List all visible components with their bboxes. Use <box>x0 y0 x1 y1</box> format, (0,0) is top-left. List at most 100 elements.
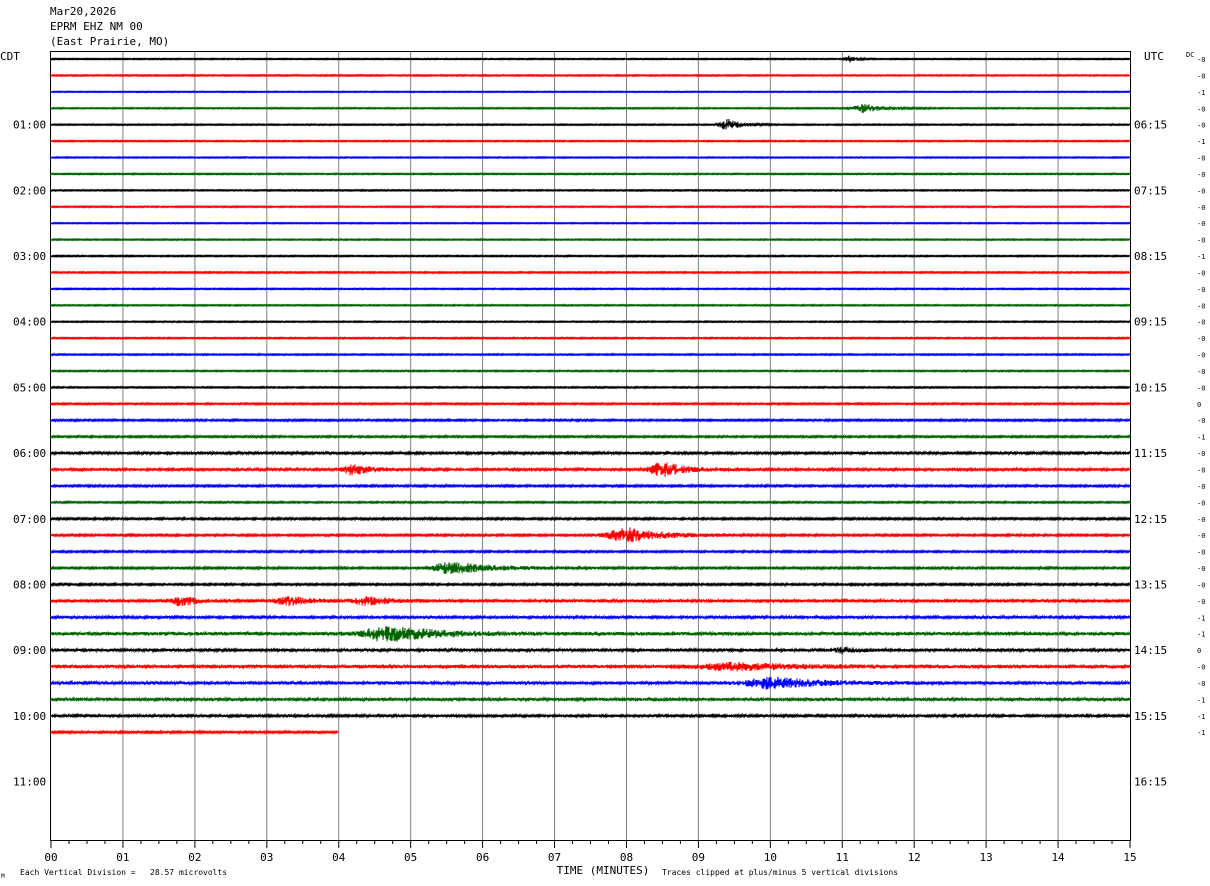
trace-4 <box>50 118 1131 130</box>
x-tick-label: 06 <box>476 851 489 864</box>
trace-22 <box>50 417 1131 424</box>
right-timezone-label: UTC <box>1144 50 1164 63</box>
dc-offset-label: -1 <box>1197 729 1205 737</box>
plot-frame <box>50 51 1131 841</box>
right-hour-label: 15:15 <box>1134 710 1167 723</box>
dc-offset-label: -0 <box>1197 664 1205 672</box>
dc-offset-labels: -0 -0 -1 -0 -0 -1 -0 -0 -0 -0 -0 -0 -1 -0 -0 -0 -0 -0 -0 -0… <box>1197 56 1205 737</box>
trace-21 <box>50 401 1131 407</box>
left-hour-label: 08:00 <box>13 578 46 591</box>
dc-offset-label: -0 <box>1197 598 1205 606</box>
clipping-note: Traces clipped at plus/minus 5 vertical … <box>662 868 898 877</box>
dc-offset-label: -0 <box>1197 269 1205 277</box>
dc-offset-label: -0 <box>1197 483 1205 491</box>
left-hour-label: 09:00 <box>13 644 46 657</box>
trace-11 <box>50 237 1131 242</box>
trace-20 <box>50 385 1131 390</box>
right-hour-label: 11:15 <box>1134 447 1167 460</box>
dc-offset-label: -0 <box>1197 187 1205 195</box>
dc-offset-label: -0 <box>1197 417 1205 425</box>
left-hour-label: 03:00 <box>13 250 46 263</box>
x-tick-label: 15 <box>1123 851 1136 864</box>
dc-offset-label: -1 <box>1197 614 1205 622</box>
dc-offset-label: -0 <box>1197 368 1205 376</box>
right-hour-label: 14:15 <box>1134 644 1167 657</box>
trace-24 <box>50 449 1131 457</box>
trace-26 <box>50 482 1131 489</box>
dc-offset-label: -1 <box>1197 434 1205 442</box>
left-hour-label: 11:00 <box>13 775 46 788</box>
dc-offset-label: -0 <box>1197 122 1205 130</box>
left-time-labels: 01:00 02:00 03:00 04:00 05:00 06:00 07:00 08:00… <box>13 119 46 789</box>
dc-offset-label: -0 <box>1197 680 1205 688</box>
trace-28 <box>50 515 1131 522</box>
dc-offset-label: 0 <box>1197 647 1201 655</box>
trace-1 <box>50 73 1131 78</box>
chart-location: (East Prairie, MO) <box>50 35 170 48</box>
vertical-division-note: Each Vertical Division = 28.57 microvolt… <box>20 868 227 877</box>
trace-0 <box>50 55 1131 63</box>
right-hour-label: 07:15 <box>1134 184 1167 197</box>
dc-offset-label: -0 <box>1197 72 1205 80</box>
dc-offset-label: -0 <box>1197 532 1205 540</box>
left-hour-label: 10:00 <box>13 710 46 723</box>
right-time-labels: 06:15 07:15 08:15 09:15 10:15 11:15 12:15 13:15… <box>1134 119 1167 789</box>
trace-2 <box>50 90 1131 94</box>
trace-7 <box>50 171 1131 176</box>
trace-34 <box>50 614 1131 621</box>
x-tick-label: 10 <box>764 851 777 864</box>
dc-header-label: DC <box>1186 51 1194 59</box>
trace-3 <box>50 103 1131 114</box>
trace-6 <box>50 155 1131 160</box>
right-hour-label: 13:15 <box>1134 578 1167 591</box>
right-hour-label: 12:15 <box>1134 513 1167 526</box>
dc-offset-label: -0 <box>1197 319 1205 327</box>
dc-offset-label: -1 <box>1197 89 1205 97</box>
left-hour-label: 01:00 <box>13 119 46 132</box>
dc-offset-label: -0 <box>1197 220 1205 228</box>
trace-39 <box>50 695 1131 703</box>
x-tick-label: 11 <box>836 851 849 864</box>
trace-27 <box>50 499 1131 505</box>
dc-offset-label: -0 <box>1197 286 1205 294</box>
dc-offset-label: -0 <box>1197 516 1205 524</box>
trace-23 <box>50 433 1131 440</box>
x-tick-label: 13 <box>980 851 993 864</box>
left-hour-label: 06:00 <box>13 447 46 460</box>
trace-17 <box>50 336 1131 341</box>
x-tick-label: 07 <box>548 851 561 864</box>
right-hour-label: 08:15 <box>1134 250 1167 263</box>
dc-offset-label: -1 <box>1197 696 1205 704</box>
dc-offset-label: -0 <box>1197 171 1205 179</box>
minute-gridlines <box>122 52 1059 840</box>
x-axis-title: TIME (MINUTES) <box>557 864 650 877</box>
dc-offset-label: -0 <box>1197 581 1205 589</box>
left-hour-label: 02:00 <box>13 184 46 197</box>
x-tick-label: 08 <box>620 851 633 864</box>
right-hour-label: 06:15 <box>1134 119 1167 132</box>
trace-13 <box>50 270 1131 275</box>
left-hour-label: 05:00 <box>13 381 46 394</box>
chart-date: Mar20,2026 <box>50 5 117 18</box>
trace-12 <box>50 253 1131 259</box>
trace-19 <box>50 368 1131 374</box>
dc-offset-label: -1 <box>1197 253 1205 261</box>
x-tick-label: 09 <box>692 851 705 864</box>
dc-offset-label: -0 <box>1197 155 1205 163</box>
x-tick-label: 00 <box>44 851 57 864</box>
x-tick-label: 01 <box>116 851 129 864</box>
trace-10 <box>50 221 1131 225</box>
dc-offset-label: -0 <box>1197 105 1205 113</box>
trace-15 <box>50 303 1131 308</box>
right-hour-label: 09:15 <box>1134 316 1167 329</box>
trace-38 <box>50 676 1131 690</box>
dc-offset-label: 0 <box>1197 401 1201 409</box>
dc-offset-label: -0 <box>1197 565 1205 573</box>
trace-8 <box>50 188 1131 193</box>
x-tick-label: 02 <box>188 851 201 864</box>
dc-offset-label: -1 <box>1197 713 1205 721</box>
trace-9 <box>50 204 1131 209</box>
dc-offset-label: -1 <box>1197 138 1205 146</box>
x-axis-ticks: 00 01 02 03 04 05 06 07 08 09 10 11 12 13 14 15 <box>44 840 1137 864</box>
